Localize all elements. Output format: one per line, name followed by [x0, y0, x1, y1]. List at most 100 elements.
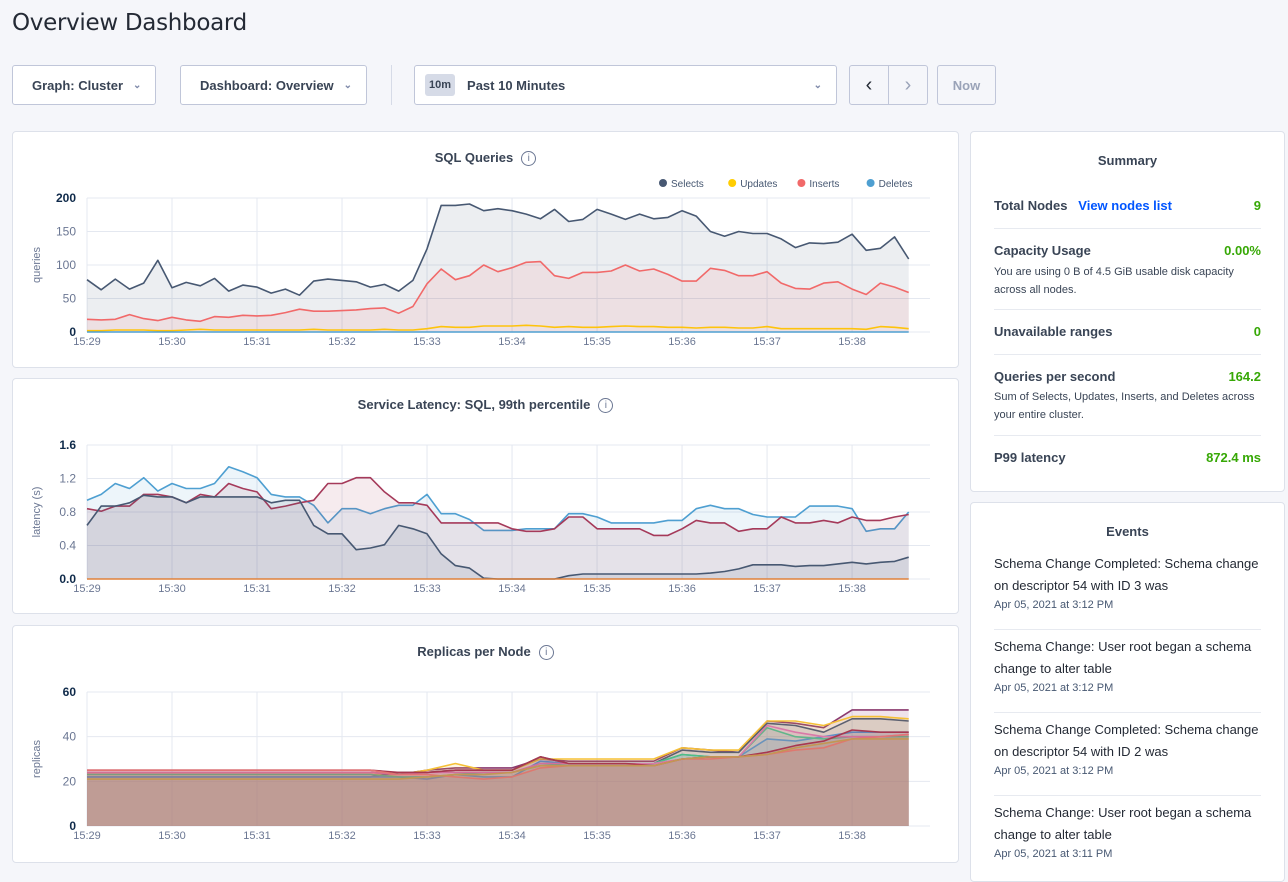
graph-dropdown[interactable]: Graph: Cluster ⌄: [12, 65, 156, 105]
series-area: [87, 738, 909, 826]
divider: [994, 228, 1261, 229]
x-tick-label: 15:38: [838, 583, 866, 595]
unavailable-label: Unavailable ranges: [994, 324, 1113, 339]
y-tick-label: 200: [56, 191, 76, 205]
chevron-down-icon: ⌄: [133, 79, 142, 91]
event-item[interactable]: Schema Change Completed: Schema change o…: [994, 719, 1261, 779]
x-tick-label: 15:38: [838, 336, 866, 348]
divider: [994, 435, 1261, 436]
x-tick-label: 15:33: [413, 336, 441, 348]
series-area: [87, 716, 909, 826]
event-date: Apr 05, 2021 at 3:11 PM: [994, 848, 1113, 860]
dashboard-dropdown[interactable]: Dashboard: Overview ⌄: [180, 65, 367, 105]
next-button[interactable]: ›: [889, 66, 927, 104]
x-tick-label: 15:38: [838, 830, 866, 842]
event-date: Apr 05, 2021 at 3:12 PM: [994, 682, 1114, 694]
unavailable-value: 0: [1253, 324, 1261, 339]
legend-label: Selects: [671, 179, 704, 190]
divider: [391, 65, 392, 105]
legend-marker: [866, 179, 875, 187]
series-line: [87, 724, 909, 776]
y-tick-label: 100: [56, 258, 76, 272]
replicas-per-node-chart: 15:29 15:30 15:31 15:32 15:33 15:34 15:35 15:36…: [12, 625, 959, 863]
x-tick-label: 15:36: [668, 583, 696, 595]
y-tick-label: 0.0: [59, 572, 76, 586]
x-tick-label: 15:30: [158, 583, 186, 595]
x-tick-label: 15:35: [583, 336, 611, 348]
p99-label: P99 latency: [994, 450, 1066, 465]
qps-desc: Sum of Selects, Updates, Inserts, and De…: [994, 391, 1255, 421]
x-tick-label: 15:29: [73, 830, 101, 842]
x-tick-label: 15:37: [753, 336, 781, 348]
event-item[interactable]: Schema Change Completed: Schema change o…: [994, 553, 1261, 613]
divider: [994, 795, 1261, 796]
divider: [994, 309, 1261, 310]
p99-row: P99 latency 872.4 ms: [994, 450, 1261, 465]
x-tick-label: 15:32: [328, 830, 356, 842]
event-text: Schema Change: User root began a schema …: [994, 639, 1252, 676]
x-tick-label: 15:30: [158, 336, 186, 348]
y-tick-label: 0.4: [59, 539, 76, 553]
info-icon[interactable]: i: [598, 398, 614, 413]
chevron-down-icon: ⌄: [813, 79, 822, 91]
series-area: [87, 261, 909, 332]
capacity-desc: You are using 0 B of 4.5 GiB usable disk…: [994, 266, 1234, 296]
info-icon[interactable]: i: [538, 645, 554, 660]
chart-title-text: Service Latency: SQL, 99th percentile: [357, 397, 591, 412]
x-tick-label: 15:35: [583, 830, 611, 842]
x-tick-label: 15:33: [413, 830, 441, 842]
legend-marker: [728, 179, 737, 187]
x-tick-label: 15:34: [498, 583, 526, 595]
graph-dropdown-label: Graph: Cluster: [32, 77, 124, 93]
divider: [994, 712, 1261, 713]
series-area: [87, 466, 909, 579]
now-button[interactable]: Now: [937, 65, 996, 105]
event-date: Apr 05, 2021 at 3:12 PM: [994, 765, 1114, 777]
capacity-label: Capacity Usage: [994, 243, 1091, 258]
series-line: [86, 476, 909, 537]
time-range-dropdown[interactable]: 10m Past 10 Minutes ⌄: [414, 65, 837, 105]
dashboard-dropdown-label: Dashboard: Overview: [200, 77, 334, 93]
series-area: [87, 477, 909, 579]
time-range-label: Past 10 Minutes: [467, 77, 566, 93]
series-area: [87, 727, 909, 826]
chart-title-text: Replicas per Node: [417, 644, 531, 659]
series-area: [87, 732, 909, 826]
capacity-row: Capacity Usage 0.00%: [994, 243, 1261, 258]
y-tick-label: 1.2: [59, 472, 76, 486]
chart-title: Service Latency: SQL, 99th percentile i: [13, 397, 958, 413]
y-tick-label: 0.8: [59, 505, 76, 519]
series-line: [87, 738, 909, 780]
x-tick-label: 15:34: [498, 830, 526, 842]
y-tick-label: 60: [63, 685, 77, 699]
legend-marker: [659, 179, 667, 187]
events-panel: Events Schema Change Completed: Schema c…: [970, 502, 1285, 882]
y-tick-label: 0: [69, 325, 76, 339]
x-tick-label: 15:32: [328, 336, 356, 348]
x-tick-label: 15:37: [753, 583, 781, 595]
chart-svg: 15:29 15:30 15:31 15:32 15:33 15:34 15:35 15:36…: [31, 685, 930, 842]
x-tick-label: 15:31: [243, 336, 271, 348]
y-axis-label: latency (s): [31, 487, 43, 538]
y-axis-label: queries: [31, 246, 43, 283]
time-nav: ‹ ›: [849, 65, 928, 105]
chevron-left-icon: ‹: [865, 73, 873, 96]
series-line: [86, 466, 910, 533]
x-tick-label: 15:36: [668, 830, 696, 842]
prev-button[interactable]: ‹: [850, 66, 889, 104]
view-nodes-link[interactable]: View nodes list: [1078, 198, 1172, 213]
event-item[interactable]: Schema Change: User root began a schema …: [994, 636, 1261, 696]
event-item[interactable]: Schema Change: User root began a schema …: [994, 802, 1261, 862]
time-badge: 10m: [425, 74, 456, 96]
chevron-down-icon: ⌄: [343, 79, 353, 91]
event-text: Schema Change Completed: Schema change o…: [994, 722, 1259, 759]
x-tick-label: 15:29: [73, 583, 101, 595]
x-tick-label: 15:37: [753, 830, 781, 842]
events-title: Events: [1106, 524, 1149, 539]
total-nodes-value: 9: [1253, 198, 1261, 213]
qps-row: Queries per second 164.2: [994, 369, 1261, 384]
y-tick-label: 150: [56, 225, 76, 239]
total-nodes-row: Total Nodes View nodes list 9: [994, 198, 1261, 213]
legend-marker: [797, 179, 806, 187]
info-icon[interactable]: i: [521, 151, 537, 166]
